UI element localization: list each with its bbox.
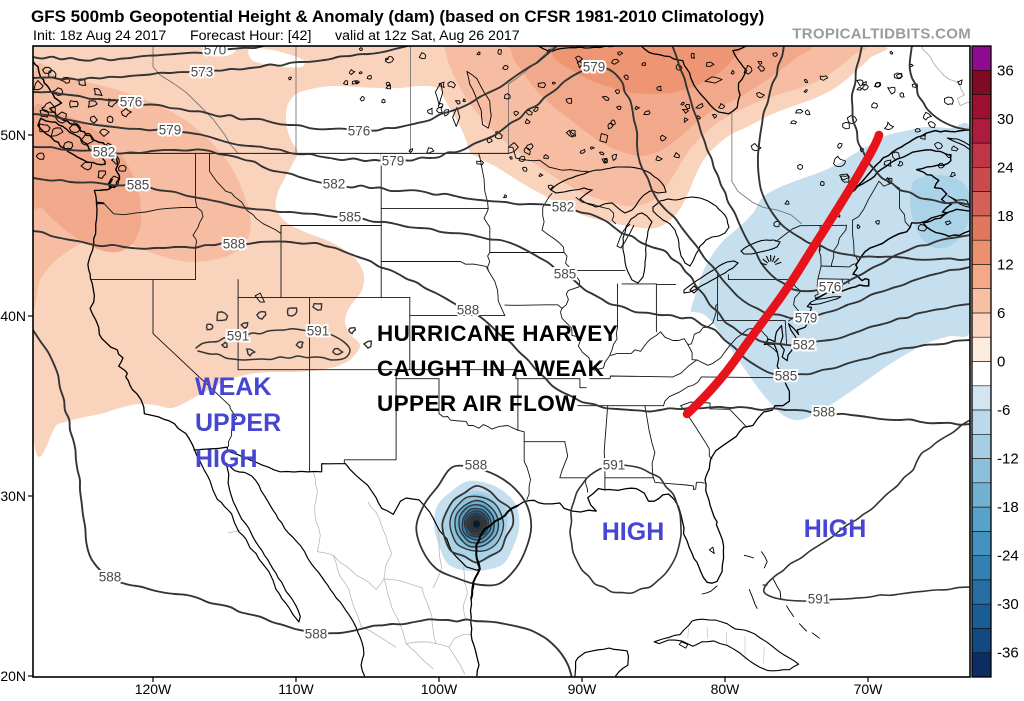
svg-text:TROPICALTIDBITS.COM: TROPICALTIDBITS.COM (792, 26, 971, 43)
svg-text:110W: 110W (278, 681, 314, 696)
svg-text:588: 588 (813, 405, 836, 420)
svg-text:UPPER: UPPER (195, 409, 281, 437)
svg-text:576: 576 (348, 124, 371, 139)
svg-text:50N: 50N (0, 127, 26, 143)
svg-text:585: 585 (775, 369, 798, 384)
svg-text:30: 30 (997, 111, 1014, 128)
svg-text:Init: 18z Aug 24 2017 For: Init: 18z Aug 24 2017 Forecast Hour: [42… (33, 28, 520, 44)
svg-text:588: 588 (457, 303, 480, 318)
svg-text:585: 585 (127, 178, 150, 193)
svg-text:591: 591 (603, 458, 626, 473)
svg-text:12: 12 (997, 256, 1014, 273)
svg-text:573: 573 (191, 65, 214, 80)
svg-text:588: 588 (99, 570, 122, 585)
svg-text:576: 576 (819, 280, 842, 295)
svg-text:120W: 120W (135, 681, 172, 696)
svg-text:588: 588 (223, 237, 246, 252)
svg-text:0: 0 (997, 354, 1005, 371)
svg-text:30N: 30N (0, 488, 26, 504)
svg-text:585: 585 (554, 267, 577, 282)
svg-text:591: 591 (307, 324, 330, 339)
svg-text:585: 585 (339, 210, 362, 225)
svg-text:579: 579 (159, 123, 182, 138)
svg-text:579: 579 (382, 154, 405, 169)
svg-text:588: 588 (305, 627, 328, 642)
svg-text:582: 582 (323, 177, 346, 192)
svg-text:HIGH: HIGH (195, 445, 258, 473)
svg-text:582: 582 (93, 145, 116, 160)
svg-text:591: 591 (227, 329, 250, 344)
svg-text:18: 18 (997, 208, 1014, 225)
svg-text:24: 24 (997, 159, 1014, 176)
svg-text:582: 582 (552, 200, 575, 215)
svg-text:CAUGHT IN A WEAK: CAUGHT IN A WEAK (377, 356, 605, 381)
svg-text:-18: -18 (997, 499, 1019, 516)
svg-text:100W: 100W (421, 681, 458, 696)
svg-text:576: 576 (120, 95, 143, 110)
svg-text:-24: -24 (997, 548, 1019, 565)
svg-text:70W: 70W (854, 681, 884, 696)
svg-text:591: 591 (808, 592, 831, 607)
svg-text:80W: 80W (711, 681, 741, 696)
svg-text:UPPER AIR FLOW: UPPER AIR FLOW (377, 391, 577, 416)
svg-text:-12: -12 (997, 451, 1019, 468)
svg-text:579: 579 (795, 311, 818, 326)
svg-text:HURRICANE HARVEY: HURRICANE HARVEY (377, 321, 618, 346)
svg-text:GFS 500mb Geopotential Height: GFS 500mb Geopotential Height & Anomaly … (31, 7, 764, 26)
svg-text:588: 588 (465, 458, 488, 473)
svg-text:HIGH: HIGH (804, 515, 867, 543)
svg-text:40N: 40N (0, 308, 26, 324)
svg-text:WEAK: WEAK (195, 373, 271, 401)
svg-text:570: 570 (204, 43, 227, 58)
svg-text:90W: 90W (568, 681, 598, 696)
svg-text:6: 6 (997, 305, 1005, 322)
svg-text:36: 36 (997, 62, 1014, 79)
svg-text:-30: -30 (997, 596, 1019, 613)
svg-text:-6: -6 (997, 402, 1010, 419)
svg-text:20N: 20N (0, 668, 26, 684)
svg-text:579: 579 (583, 60, 606, 75)
svg-text:-36: -36 (997, 645, 1019, 662)
svg-text:HIGH: HIGH (602, 518, 665, 546)
svg-text:582: 582 (793, 338, 816, 353)
